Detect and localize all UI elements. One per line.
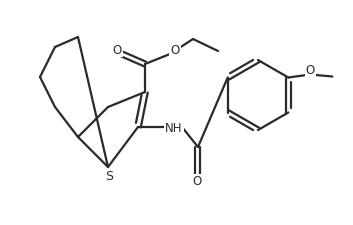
Text: S: S [105, 170, 113, 183]
Text: O: O [306, 64, 315, 77]
Text: O: O [170, 44, 180, 57]
Text: NH: NH [165, 121, 183, 134]
Text: O: O [192, 175, 202, 188]
Text: O: O [112, 44, 122, 57]
